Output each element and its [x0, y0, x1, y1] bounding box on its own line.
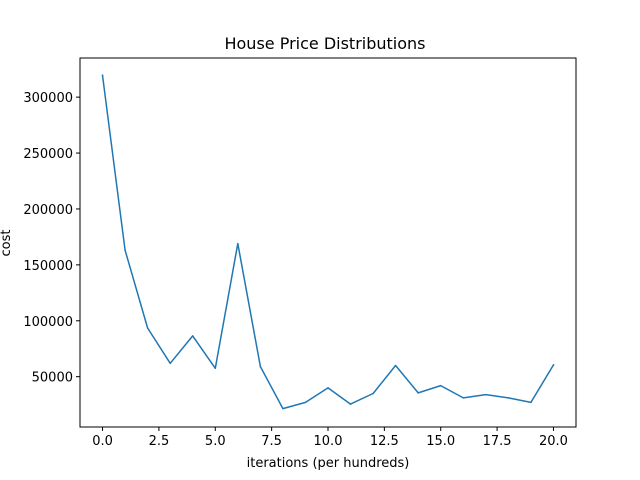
- data-point: [101, 74, 104, 77]
- y-tick-label: 100000: [23, 315, 73, 330]
- y-axis-label: cost: [0, 230, 14, 257]
- data-point: [282, 407, 284, 410]
- data-point: [259, 365, 262, 368]
- data-point: [530, 401, 532, 404]
- data-point: [124, 249, 126, 252]
- x-tick-label: 0.0: [92, 434, 113, 449]
- data-point: [485, 393, 487, 396]
- x-tick-label: 20.0: [539, 434, 568, 449]
- data-point: [462, 397, 465, 399]
- plot-area: [101, 74, 555, 410]
- data-point: [214, 367, 217, 370]
- y-tick-label: 50000: [32, 371, 73, 386]
- x-tick-label: 10.0: [314, 434, 343, 449]
- data-point: [417, 392, 419, 394]
- chart-title: House Price Distributions: [224, 34, 425, 53]
- x-tick-label: 17.5: [483, 434, 512, 449]
- data-point: [507, 397, 510, 399]
- data-point: [394, 364, 397, 367]
- x-tick-label: 12.5: [370, 434, 399, 449]
- data-point: [439, 384, 442, 387]
- data-point: [304, 401, 307, 404]
- data-point: [552, 364, 555, 366]
- data-point: [372, 392, 374, 395]
- x-tick-label: 15.0: [426, 434, 455, 449]
- data-point: [169, 362, 171, 365]
- data-point: [146, 327, 149, 329]
- y-tick-label: 300000: [23, 91, 73, 106]
- x-axis-label: iterations (per hundreds): [247, 456, 410, 471]
- data-point: [327, 387, 329, 389]
- data-point: [191, 335, 194, 337]
- x-tick-label: 7.5: [261, 434, 282, 449]
- y-tick-label: 200000: [23, 203, 73, 218]
- y-tick-label: 250000: [23, 147, 73, 162]
- y-tick-label: 150000: [23, 259, 73, 274]
- data-point: [237, 242, 239, 245]
- x-tick-label: 2.5: [149, 434, 170, 449]
- x-tick-label: 5.0: [205, 434, 226, 449]
- data-point: [349, 403, 352, 405]
